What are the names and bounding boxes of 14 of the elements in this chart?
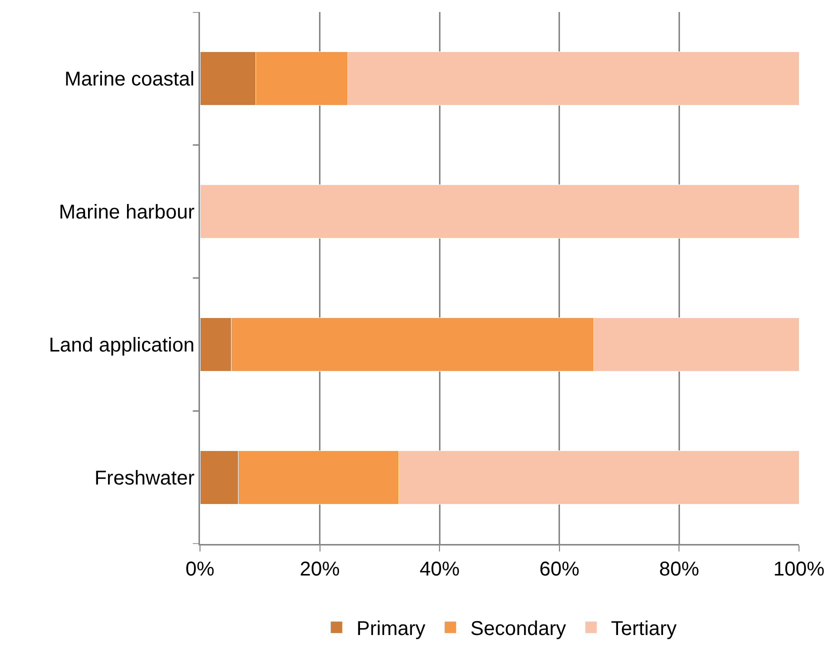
legend-label: Primary <box>356 618 426 640</box>
bar <box>200 184 799 238</box>
x-tick-label: 100% <box>773 558 825 580</box>
x-tick-label: 60% <box>539 558 580 580</box>
x-tick-label: 40% <box>420 558 460 580</box>
y-tick-label: Land application <box>48 334 194 356</box>
x-tick-label: 0% <box>186 558 215 580</box>
x-tick-label: 20% <box>300 558 340 580</box>
y-tick-label: Marine harbour <box>58 202 195 224</box>
legend-label: Tertiary <box>611 618 677 640</box>
x-tick-label: 80% <box>659 558 700 580</box>
y-tick-label: Freshwater <box>94 468 195 490</box>
legend-label: Secondary <box>470 618 566 640</box>
y-tick-label: Marine coastal <box>64 68 194 90</box>
